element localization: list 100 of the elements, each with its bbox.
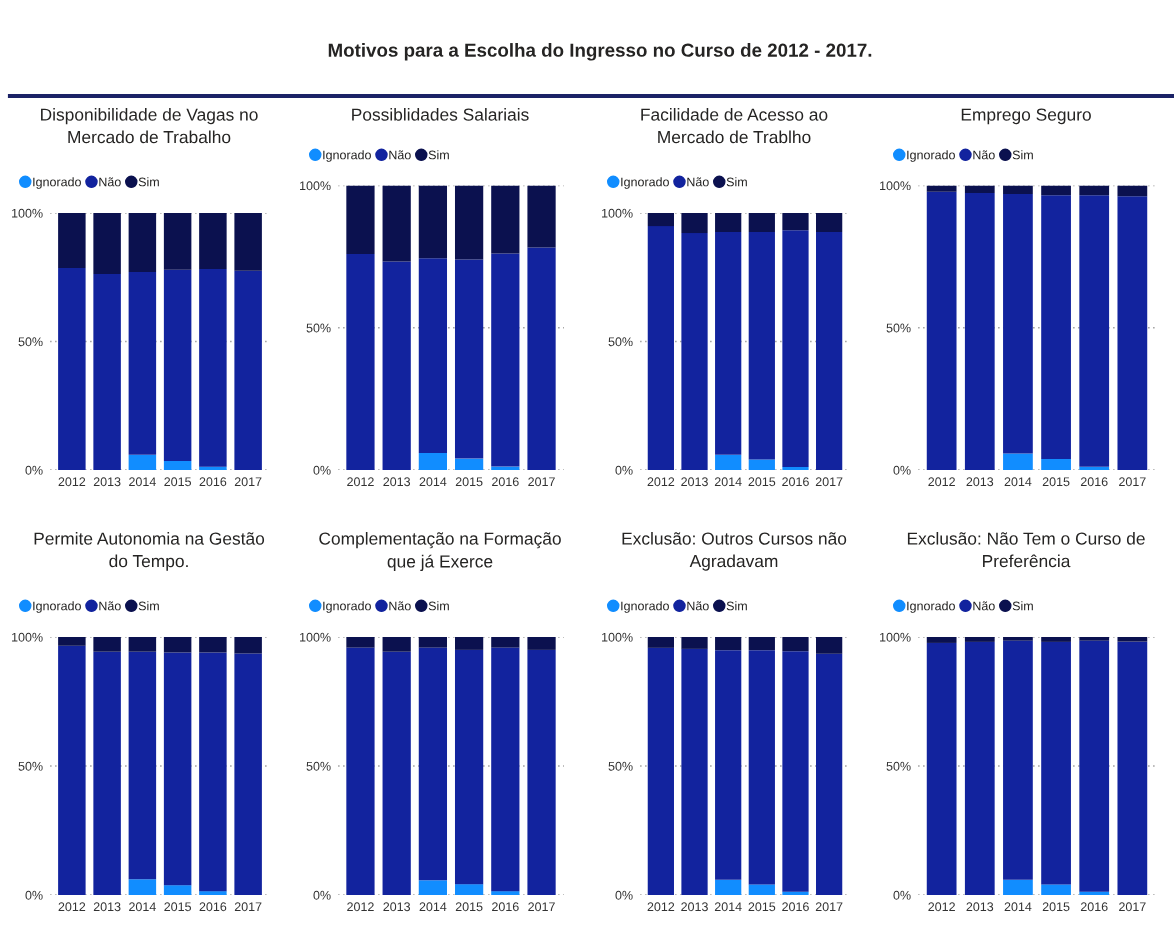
bar xyxy=(1079,466,1110,470)
legend-label: Não xyxy=(99,601,121,611)
x-tick-label: 2012 xyxy=(928,902,955,912)
bar xyxy=(964,641,995,895)
bar xyxy=(1041,637,1071,642)
x-tick-label: 2017 xyxy=(234,902,262,912)
bar xyxy=(816,232,843,470)
bar xyxy=(1079,891,1110,895)
bar xyxy=(1117,637,1148,642)
x-tick-label: 2017 xyxy=(815,477,843,487)
x-tick-label: 2014 xyxy=(129,477,156,487)
bar xyxy=(418,258,448,453)
y-tick-label: 50% xyxy=(608,761,633,771)
legend-label: Sim xyxy=(726,177,747,187)
x-tick-label: 2013 xyxy=(93,477,121,487)
y-tick-label: 100% xyxy=(880,181,911,191)
y-tick-label: 0% xyxy=(313,465,331,475)
x-tick-label: 2013 xyxy=(966,477,994,487)
bar xyxy=(199,891,227,895)
x-tick-label: 2014 xyxy=(714,477,742,487)
chart-title: Permite Autonomia na Gestão do Tempo. xyxy=(34,532,265,571)
x-tick-label: 2012 xyxy=(928,477,955,487)
legend-label: Não xyxy=(389,601,411,611)
x-tick-label: 2016 xyxy=(199,477,227,487)
bar xyxy=(964,185,995,193)
x-tick-label: 2015 xyxy=(748,477,776,487)
chart-title: Possiblidades Salariais xyxy=(352,108,529,121)
bar xyxy=(418,452,448,470)
x-tick-label: 2013 xyxy=(383,477,411,487)
bar xyxy=(715,650,742,880)
bar xyxy=(163,652,192,886)
legend-label: Sim xyxy=(428,601,449,611)
chart-title: Complementação na Formação que já Exerce xyxy=(319,532,561,572)
legend-label: Ignorado xyxy=(33,177,81,189)
bar xyxy=(715,232,742,455)
bar xyxy=(346,254,375,470)
bar xyxy=(234,637,262,654)
bar xyxy=(1003,879,1033,895)
bar xyxy=(1117,196,1148,470)
chart-title: Emprego Seguro xyxy=(961,108,1091,125)
bar xyxy=(163,637,192,653)
bar xyxy=(1079,195,1110,467)
bar xyxy=(93,637,121,652)
x-tick-label: 2015 xyxy=(455,477,483,487)
bar xyxy=(128,879,157,895)
bar xyxy=(454,637,484,650)
bar xyxy=(715,454,742,470)
legend-label: Não xyxy=(687,177,709,187)
x-tick-label: 2015 xyxy=(748,902,776,912)
bar xyxy=(527,185,556,248)
y-tick-label: 100% xyxy=(12,632,43,642)
bar xyxy=(491,253,520,467)
y-tick-label: 0% xyxy=(893,890,911,900)
bar xyxy=(234,270,262,470)
y-tick-label: 50% xyxy=(306,761,331,771)
x-tick-label: 2014 xyxy=(714,902,742,912)
x-tick-label: 2012 xyxy=(58,902,86,912)
x-tick-label: 2015 xyxy=(1042,477,1070,487)
y-tick-label: 0% xyxy=(313,890,331,900)
x-tick-label: 2012 xyxy=(347,902,374,912)
bar xyxy=(681,648,708,895)
bar xyxy=(58,268,86,470)
bar xyxy=(418,880,448,895)
bar xyxy=(1041,884,1071,895)
legend-label: Ignorado xyxy=(33,601,81,613)
bar xyxy=(346,185,375,255)
bar xyxy=(382,651,411,895)
bar xyxy=(346,647,375,895)
bar xyxy=(93,651,121,895)
bar xyxy=(199,652,227,892)
bar xyxy=(1041,641,1071,885)
bar xyxy=(454,458,484,470)
bar xyxy=(964,192,995,470)
bar xyxy=(382,637,411,652)
chart-title: Disponibilidade de Vagas no Mercado de Trabalho xyxy=(41,108,258,144)
bar xyxy=(748,637,775,651)
x-tick-label: 2014 xyxy=(419,902,447,912)
x-tick-label: 2017 xyxy=(1119,902,1146,912)
x-tick-label: 2017 xyxy=(528,477,555,487)
bar xyxy=(748,459,775,470)
bar xyxy=(782,213,809,231)
bar xyxy=(527,649,556,895)
y-tick-label: 0% xyxy=(25,890,43,900)
y-tick-label: 100% xyxy=(602,208,633,218)
x-tick-label: 2017 xyxy=(815,902,843,912)
legend-label: Ignorado xyxy=(907,601,955,613)
bar xyxy=(647,637,674,648)
bar xyxy=(454,649,484,885)
bar xyxy=(93,213,121,274)
x-tick-label: 2016 xyxy=(782,902,809,912)
bar xyxy=(964,637,995,642)
y-tick-label: 100% xyxy=(12,208,43,218)
x-tick-label: 2012 xyxy=(347,477,374,487)
legend-label: Sim xyxy=(1012,601,1033,611)
y-tick-label: 50% xyxy=(306,323,331,333)
x-tick-label: 2017 xyxy=(1119,477,1146,487)
bar xyxy=(782,891,809,895)
bar xyxy=(1041,185,1071,196)
bar xyxy=(491,647,520,892)
bar xyxy=(199,466,227,470)
